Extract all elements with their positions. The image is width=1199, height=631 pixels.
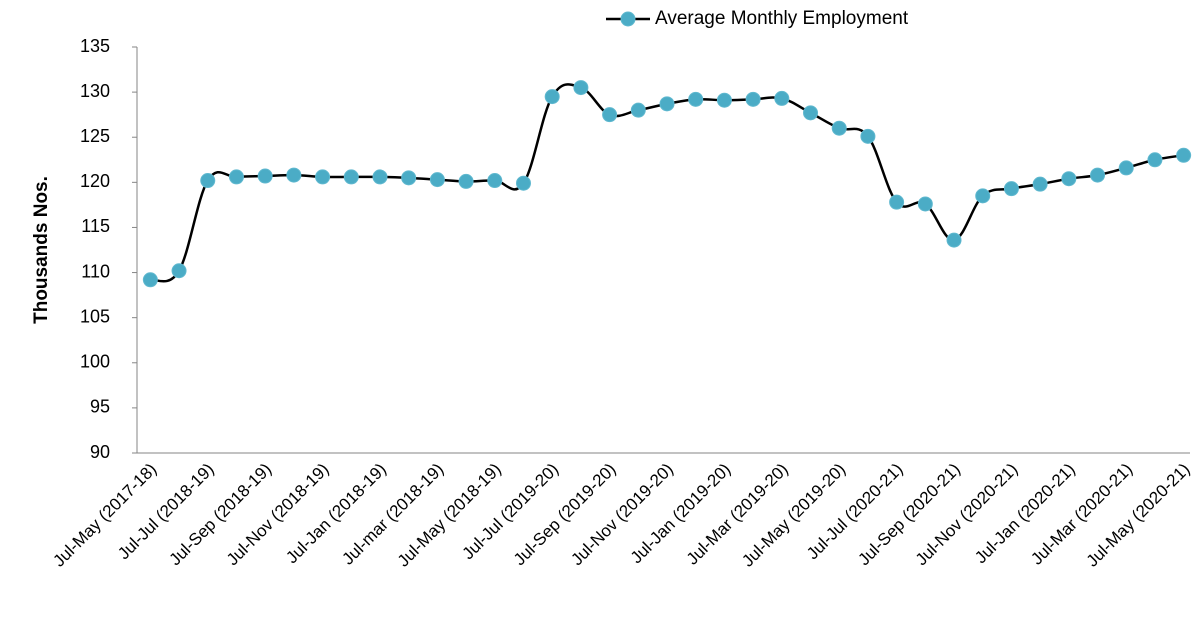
x-tick-label: Jul-Mar (2020-21) xyxy=(1027,460,1136,569)
x-tick-label: Jul-Sep (2019-20) xyxy=(510,460,620,570)
x-tick-label: Jul-Jul (2020-21) xyxy=(803,460,907,564)
y-tick-label: 130 xyxy=(80,81,110,101)
data-point xyxy=(688,91,704,107)
legend-marker xyxy=(620,11,636,27)
x-tick-label: Jul-Sep (2020-21) xyxy=(854,460,964,570)
x-tick-label: Jul-Sep (2018-19) xyxy=(166,460,276,570)
y-tick-label: 105 xyxy=(80,306,110,326)
x-tick-label: Jul-Nov (2018-19) xyxy=(223,460,333,570)
x-tick-label: Jul-Nov (2019-20) xyxy=(567,460,677,570)
data-point xyxy=(1090,167,1106,183)
x-tick-label: Jul-Jul (2019-20) xyxy=(459,460,563,564)
data-point xyxy=(1147,152,1163,168)
x-tick-label: Jul-mar (2018-19) xyxy=(338,460,447,569)
data-point xyxy=(889,194,905,210)
y-tick-label: 120 xyxy=(80,171,110,191)
data-point xyxy=(1032,176,1048,192)
data-point xyxy=(544,89,560,105)
y-axis-label: Thousands Nos. xyxy=(31,176,52,324)
data-point xyxy=(745,91,761,107)
data-point xyxy=(716,92,732,108)
data-point xyxy=(659,96,675,112)
data-point xyxy=(975,188,991,204)
data-point xyxy=(372,169,388,185)
x-tick-label: Jul-Jan (2019-20) xyxy=(627,460,735,568)
x-tick-label: Jul-Mar (2019-20) xyxy=(683,460,792,569)
y-tick-label: 125 xyxy=(80,126,110,146)
data-point xyxy=(774,90,790,106)
y-tick-label: 115 xyxy=(81,216,110,236)
data-point xyxy=(573,80,589,96)
data-point xyxy=(286,167,302,183)
x-tick-label: Jul-May (2017-18) xyxy=(49,460,160,571)
x-tick-label: Jul-Jan (2018-19) xyxy=(282,460,390,568)
y-tick-label: 100 xyxy=(80,352,110,372)
data-point xyxy=(630,102,646,118)
y-tick-label: 90 xyxy=(90,442,110,462)
data-point xyxy=(458,173,474,189)
data-point xyxy=(429,172,445,188)
x-tick-label: Jul-May (2019-20) xyxy=(738,460,849,571)
x-tick-label: Jul-May (2018-19) xyxy=(394,460,505,571)
data-point xyxy=(343,169,359,185)
x-tick-label: Jul-May (2020-21) xyxy=(1083,460,1194,571)
legend-label: Average Monthly Employment xyxy=(655,8,909,29)
x-tick-label: Jul-Jul (2018-19) xyxy=(114,460,218,564)
series-line xyxy=(149,83,1184,283)
data-point xyxy=(831,120,847,136)
data-point xyxy=(142,272,158,288)
x-tick-label: Jul-Jan (2020-21) xyxy=(971,460,1079,568)
data-point xyxy=(1176,147,1192,163)
data-point xyxy=(515,175,531,191)
data-point xyxy=(401,170,417,186)
data-point xyxy=(228,169,244,185)
data-point xyxy=(803,105,819,121)
y-tick-label: 135 xyxy=(80,36,110,56)
data-point xyxy=(860,128,876,144)
x-tick-label: Jul-Nov (2020-21) xyxy=(912,460,1022,570)
data-point xyxy=(946,232,962,248)
data-point xyxy=(200,173,216,189)
data-point xyxy=(1003,181,1019,197)
data-point xyxy=(1061,171,1077,187)
y-tick-label: 110 xyxy=(81,261,110,281)
data-point xyxy=(1118,160,1134,176)
data-point xyxy=(315,169,331,185)
data-point xyxy=(257,168,273,184)
data-point xyxy=(487,173,503,189)
data-point xyxy=(602,107,618,123)
y-tick-label: 95 xyxy=(90,397,110,417)
data-point xyxy=(171,263,187,279)
data-point xyxy=(917,196,933,212)
